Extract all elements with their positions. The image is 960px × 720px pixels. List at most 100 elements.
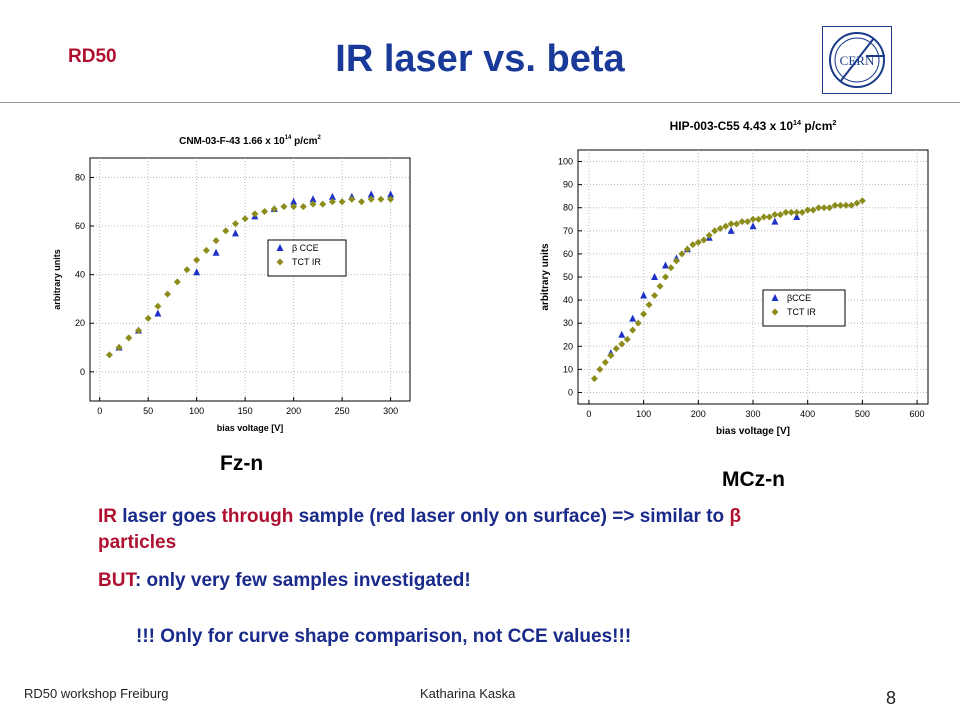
beta-cce-point — [727, 226, 735, 234]
tct-ir-point — [115, 344, 123, 352]
x-tick-label: 0 — [586, 409, 591, 419]
header-divider — [0, 102, 960, 103]
x-tick-label: 400 — [800, 409, 815, 419]
beta-cce-point — [618, 330, 626, 338]
tct-ir-point — [853, 199, 861, 207]
tct-ir-point — [596, 365, 604, 373]
tct-ir-point — [222, 227, 230, 235]
beta-cce-point — [771, 217, 779, 225]
y-tick-label: 90 — [563, 180, 573, 190]
beta-cce-point — [749, 222, 757, 230]
tct-ir-point — [290, 203, 298, 211]
y-tick-label: 70 — [563, 226, 573, 236]
tct-ir-point — [348, 195, 356, 203]
tct-ir-point — [319, 200, 327, 208]
tct-ir-point — [700, 236, 708, 244]
footer-author: Katharina Kaska — [420, 686, 516, 701]
explanation-paragraph: IR laser goes through sample (red laser … — [98, 504, 818, 556]
footer-event: RD50 workshop Freiburg — [24, 686, 169, 701]
beta-cce-point — [640, 291, 648, 299]
y-tick-label: 40 — [75, 270, 85, 280]
highlight-ir: IR — [98, 506, 117, 527]
tct-ir-point — [793, 208, 801, 216]
legend-marker — [276, 258, 284, 266]
tct-ir-point — [678, 250, 686, 258]
tct-ir-point — [299, 203, 307, 211]
tct-ir-point — [270, 205, 278, 213]
tct-ir-point — [154, 302, 162, 310]
caveat-text: : only very few samples investigated! — [134, 570, 471, 591]
tct-ir-point — [765, 213, 773, 221]
y-axis-label: arbitrary units — [52, 249, 62, 310]
tct-ir-point — [125, 334, 133, 342]
tct-ir-point — [672, 257, 680, 265]
tct-ir-point — [749, 215, 757, 223]
tct-ir-point — [809, 206, 817, 214]
chart-fz-n: CNM-03-F-43 1.66 x 1014 p/cm2 0 50 100 150 20… — [48, 128, 418, 440]
tct-ir-point — [705, 231, 713, 239]
page-number: 8 — [886, 688, 897, 708]
beta-cce-point — [662, 261, 669, 269]
tct-ir-point — [826, 204, 834, 212]
tct-ir-point — [328, 198, 336, 206]
tct-ir-point — [858, 197, 866, 205]
highlight-beta: β particles — [98, 506, 742, 553]
tct-ir-point — [241, 215, 249, 223]
legend-label: β CCE — [292, 243, 319, 253]
beta-cce-point — [629, 314, 637, 322]
tct-ir-point — [183, 266, 191, 274]
tct-ir-point — [760, 213, 768, 221]
beta-cce-point — [290, 197, 298, 205]
beta-cce-point — [328, 192, 336, 200]
tct-ir-point — [367, 195, 375, 203]
x-tick-label: 300 — [745, 409, 760, 419]
tct-ir-point — [798, 208, 806, 216]
x-axis-label: bias voltage [V] — [217, 423, 284, 433]
tct-ir-point — [645, 301, 653, 309]
y-tick-label: 40 — [563, 295, 573, 305]
y-tick-label: 0 — [80, 367, 85, 377]
tct-ir-point — [105, 351, 113, 359]
tct-ir-point — [711, 227, 719, 235]
logo-text: CERN — [840, 53, 875, 68]
legend-box — [762, 289, 846, 327]
tct-ir-point — [612, 345, 620, 353]
tct-ir-point — [134, 327, 142, 335]
tct-ir-point — [623, 335, 631, 343]
x-tick-label: 200 — [691, 409, 706, 419]
tct-ir-point — [634, 319, 642, 327]
tct-ir-point — [738, 218, 746, 226]
tct-ir-point — [722, 222, 730, 230]
beta-cce-point — [309, 195, 317, 203]
tct-ir-point — [733, 220, 741, 228]
beta-cce-point — [193, 268, 201, 276]
tct-ir-point — [358, 198, 366, 206]
tct-ir-point — [694, 238, 702, 246]
x-tick-label: 500 — [855, 409, 870, 419]
tct-ir-point — [804, 206, 812, 214]
tct-ir-point — [651, 291, 659, 299]
y-tick-label: 30 — [563, 318, 573, 328]
tct-ir-point — [309, 200, 317, 208]
x-tick-label: 600 — [910, 409, 925, 419]
text-part-1: laser goes — [117, 506, 222, 527]
chart-title: HIP-003-C55 4.43 x 1014 p/cm2 — [670, 118, 837, 133]
legend-label: TCT IR — [787, 307, 816, 317]
x-tick-label: 200 — [286, 406, 301, 416]
chart-title: CNM-03-F-43 1.66 x 1014 p/cm2 — [179, 135, 321, 147]
beta-cce-point — [367, 190, 375, 198]
tct-ir-point — [831, 201, 839, 209]
x-tick-label: 250 — [335, 406, 350, 416]
x-tick-label: 300 — [383, 406, 398, 416]
y-tick-label: 10 — [563, 364, 573, 374]
y-tick-label: 60 — [75, 221, 85, 231]
beta-cce-point — [793, 212, 801, 220]
tct-ir-point — [590, 375, 598, 383]
tct-ir-point — [787, 208, 795, 216]
tct-ir-point — [662, 273, 669, 281]
tct-ir-point — [629, 326, 637, 334]
beta-cce-point — [231, 229, 239, 237]
note-paragraph: !!! Only for curve shape comparison, not… — [136, 626, 632, 647]
chart-caption-fz-n: Fz-n — [220, 452, 264, 475]
plot-frame — [89, 157, 411, 402]
